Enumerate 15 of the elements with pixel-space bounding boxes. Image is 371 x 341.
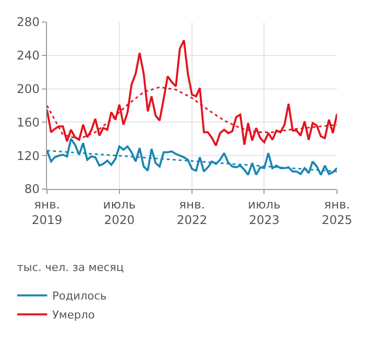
text: тыс. чел. за месяц (17, 261, 124, 274)
legend-label: Умерло (52, 308, 95, 322)
y-tick-label: 80 (24, 182, 40, 196)
x-tick-label: янв. 2025 (322, 197, 352, 227)
y-tick-label: 120 (16, 148, 40, 163)
x-tick-label: янв. 2019 (32, 197, 62, 227)
x-tick-label: июль 2023 (248, 197, 281, 227)
y-tick-label: 240 (16, 48, 40, 63)
x-tick-label: янв. 2022 (176, 197, 208, 227)
y-tick-label: 280 (16, 15, 40, 30)
legend-label: Родилось (52, 290, 107, 303)
x-tick-label: июль 2020 (103, 197, 136, 227)
line-series (47, 39, 337, 147)
y-tick-label: 200 (16, 82, 40, 96)
y-tick-label: 160 (16, 115, 40, 130)
